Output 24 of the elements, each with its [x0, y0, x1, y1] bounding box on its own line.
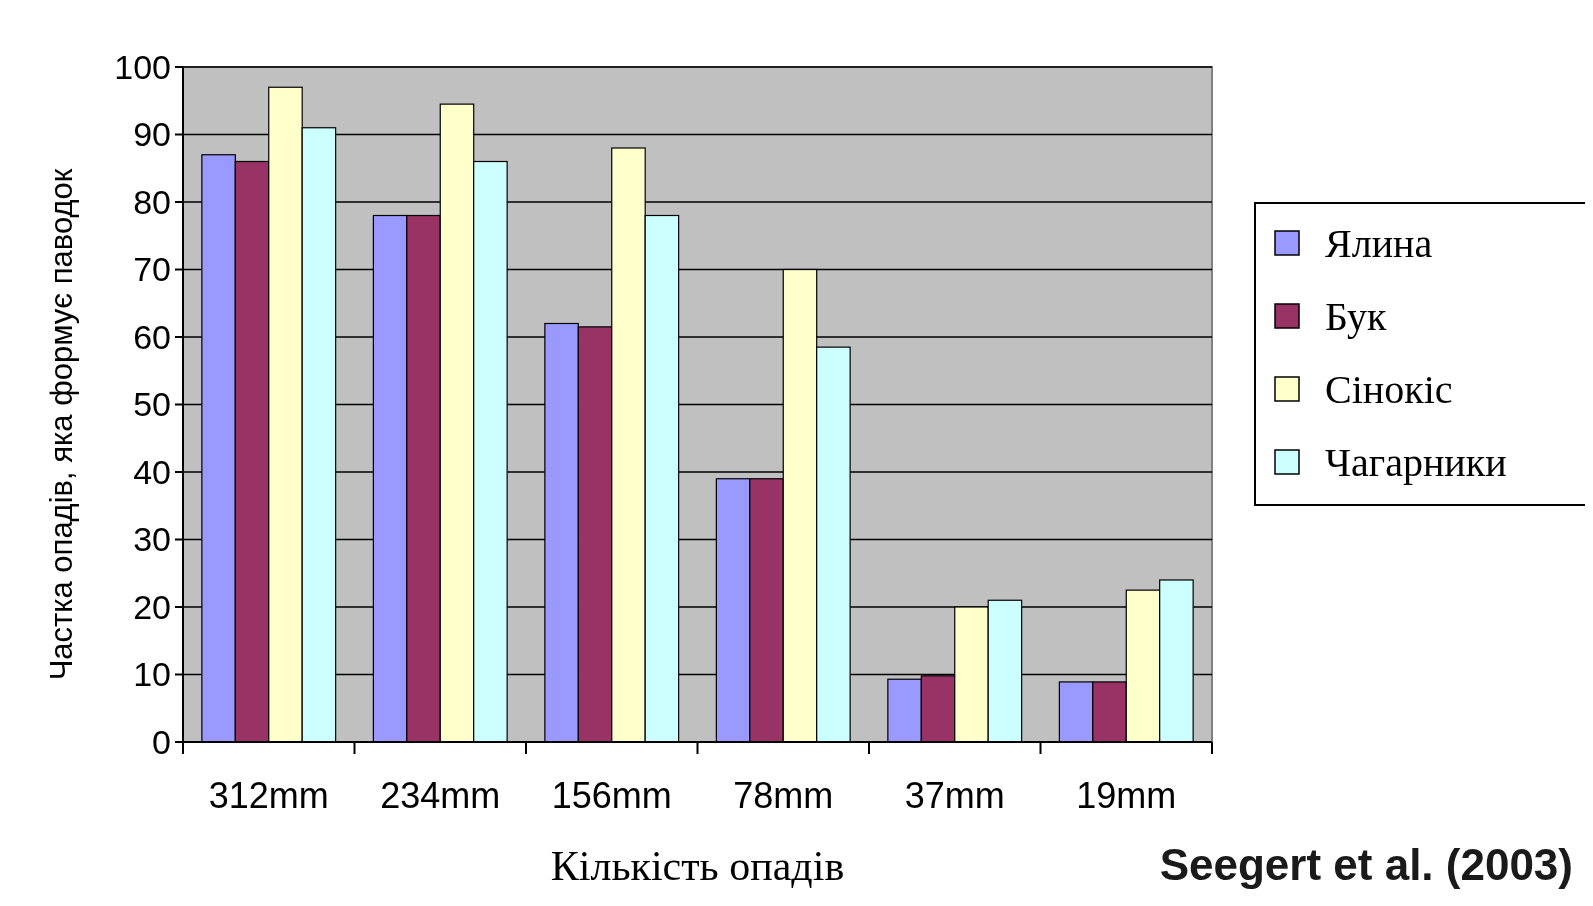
y-tick-label: 10: [133, 655, 171, 694]
y-tick-label: 50: [133, 385, 171, 424]
x-tick-label: 19mm: [1076, 775, 1177, 816]
y-tick-label: 100: [114, 47, 171, 86]
y-tick-label: 80: [133, 182, 171, 221]
x-tick-label: 78mm: [733, 775, 834, 816]
x-tick-label: 37mm: [904, 775, 1005, 816]
y-tick-label: 90: [133, 115, 171, 154]
y-tick-label: 20: [133, 587, 171, 626]
y-tick-label: 0: [152, 722, 171, 761]
x-tick-label: 156mm: [551, 775, 672, 816]
y-tick-label: 30: [133, 520, 171, 559]
y-tick-label: 60: [133, 317, 171, 356]
legend-label: Сінокіс: [1325, 367, 1453, 412]
legend-label: Ялина: [1325, 221, 1433, 266]
y-tick-label: 40: [133, 452, 171, 491]
text: Seegert et al. (2003): [1159, 840, 1573, 889]
x-tick-label: 234mm: [380, 775, 501, 816]
y-axis-title: Частка опадів, яка формує паводок: [44, 168, 79, 681]
legend-label: Бук: [1325, 294, 1387, 339]
x-axis-title: Кількість опадів: [550, 843, 845, 889]
x-tick-label: 312mm: [208, 775, 329, 816]
legend-label: Чагарники: [1325, 440, 1507, 485]
y-tick-label: 70: [133, 250, 171, 289]
